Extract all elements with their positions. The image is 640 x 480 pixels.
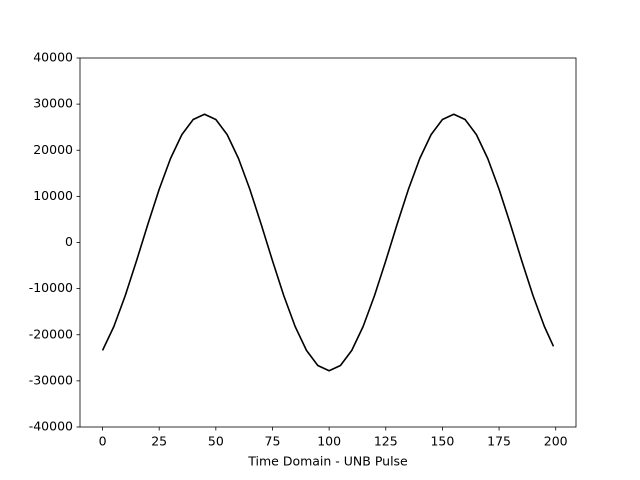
y-tick-label: -40000: [29, 419, 73, 434]
line-series: [101, 113, 555, 372]
y-tick-label: -30000: [29, 372, 73, 387]
x-tick-label: 25: [151, 434, 167, 449]
x-tick-label: 125: [374, 434, 398, 449]
x-tick-label: 175: [487, 434, 511, 449]
y-tick-label: 20000: [33, 142, 73, 157]
x-axis-label: Time Domain - UNB Pulse: [247, 454, 408, 469]
plot-frame: [79, 57, 577, 428]
x-tick-label: 50: [208, 434, 224, 449]
x-tick-label: 75: [265, 434, 281, 449]
x-tick-label: 200: [544, 434, 568, 449]
y-tick-label: 0: [65, 234, 73, 249]
y-tick-label: 30000: [33, 96, 73, 111]
x-tick-label: 100: [317, 434, 341, 449]
y-tick-label: -20000: [29, 326, 73, 341]
y-tick-label: 40000: [33, 50, 73, 65]
x-tick-label: 0: [99, 434, 107, 449]
x-tick-label: 150: [430, 434, 454, 449]
y-tick-label: 10000: [33, 188, 73, 203]
y-tick-label: -10000: [29, 280, 73, 295]
